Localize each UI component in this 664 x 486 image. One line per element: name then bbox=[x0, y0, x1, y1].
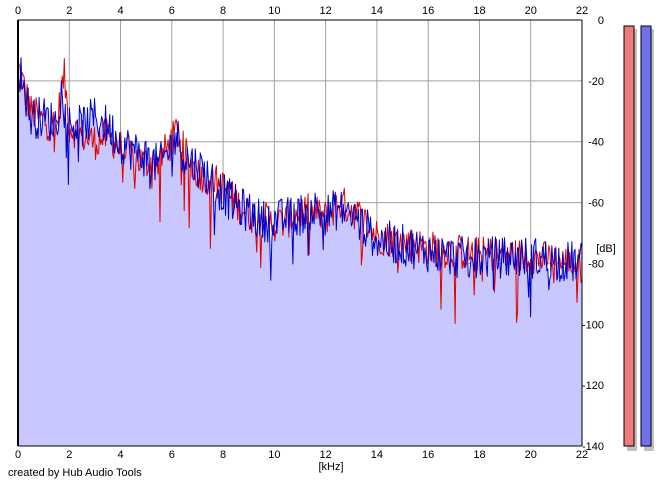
credit-text: created by Hub Audio Tools bbox=[8, 467, 142, 479]
x-tick-label-top: 4 bbox=[117, 5, 123, 17]
x-tick-label-top: 16 bbox=[422, 5, 434, 17]
x-tick-label-bottom: 10 bbox=[268, 449, 280, 461]
chart-axes bbox=[17, 19, 583, 447]
x-tick-label-top: 20 bbox=[525, 5, 537, 17]
x-tick-label-top: 22 bbox=[576, 5, 588, 17]
x-unit-label: [kHz] bbox=[318, 461, 343, 473]
x-tick-label-top: 0 bbox=[15, 5, 21, 17]
x-tick-label-top: 8 bbox=[220, 5, 226, 17]
spectrum-series bbox=[17, 57, 583, 324]
level-meters bbox=[623, 25, 654, 451]
level-meter-bar bbox=[640, 25, 652, 447]
x-tick-label-top: 18 bbox=[473, 5, 485, 17]
y-tick-label: -100 bbox=[582, 319, 604, 331]
x-tick-label-bottom: 2 bbox=[66, 449, 72, 461]
x-tick-label-top: 12 bbox=[320, 5, 332, 17]
tick-labels: 002244668810101212141416161818202022220-… bbox=[15, 5, 616, 473]
x-tick-label-top: 10 bbox=[268, 5, 280, 17]
x-tick-label-bottom: 8 bbox=[220, 449, 226, 461]
x-tick-label-bottom: 12 bbox=[320, 449, 332, 461]
y-tick-label: 0 bbox=[598, 15, 604, 27]
series-line bbox=[17, 57, 583, 318]
x-tick-label-top: 2 bbox=[66, 5, 72, 17]
x-tick-label-bottom: 22 bbox=[576, 449, 588, 461]
x-tick-label-bottom: 0 bbox=[15, 449, 21, 461]
x-tick-label-bottom: 16 bbox=[422, 449, 434, 461]
x-tick-label-top: 6 bbox=[169, 5, 175, 17]
x-tick-label-bottom: 18 bbox=[473, 449, 485, 461]
x-tick-label-bottom: 4 bbox=[117, 449, 123, 461]
y-unit-label: [dB] bbox=[596, 243, 616, 255]
spectrum-fill bbox=[18, 57, 582, 446]
x-tick-label-top: 14 bbox=[371, 5, 383, 17]
x-tick-label-bottom: 6 bbox=[169, 449, 175, 461]
y-tick-label: -40 bbox=[588, 137, 604, 149]
y-tick-label: -60 bbox=[588, 198, 604, 210]
level-meter-bar bbox=[623, 25, 635, 447]
x-tick-label-bottom: 20 bbox=[525, 449, 537, 461]
y-tick-label: -80 bbox=[588, 258, 604, 270]
spectrum-area bbox=[18, 57, 582, 446]
y-tick-label: -20 bbox=[588, 76, 604, 88]
x-tick-label-bottom: 14 bbox=[371, 449, 383, 461]
y-tick-label: -120 bbox=[582, 380, 604, 392]
y-tick-label: -140 bbox=[582, 441, 604, 453]
